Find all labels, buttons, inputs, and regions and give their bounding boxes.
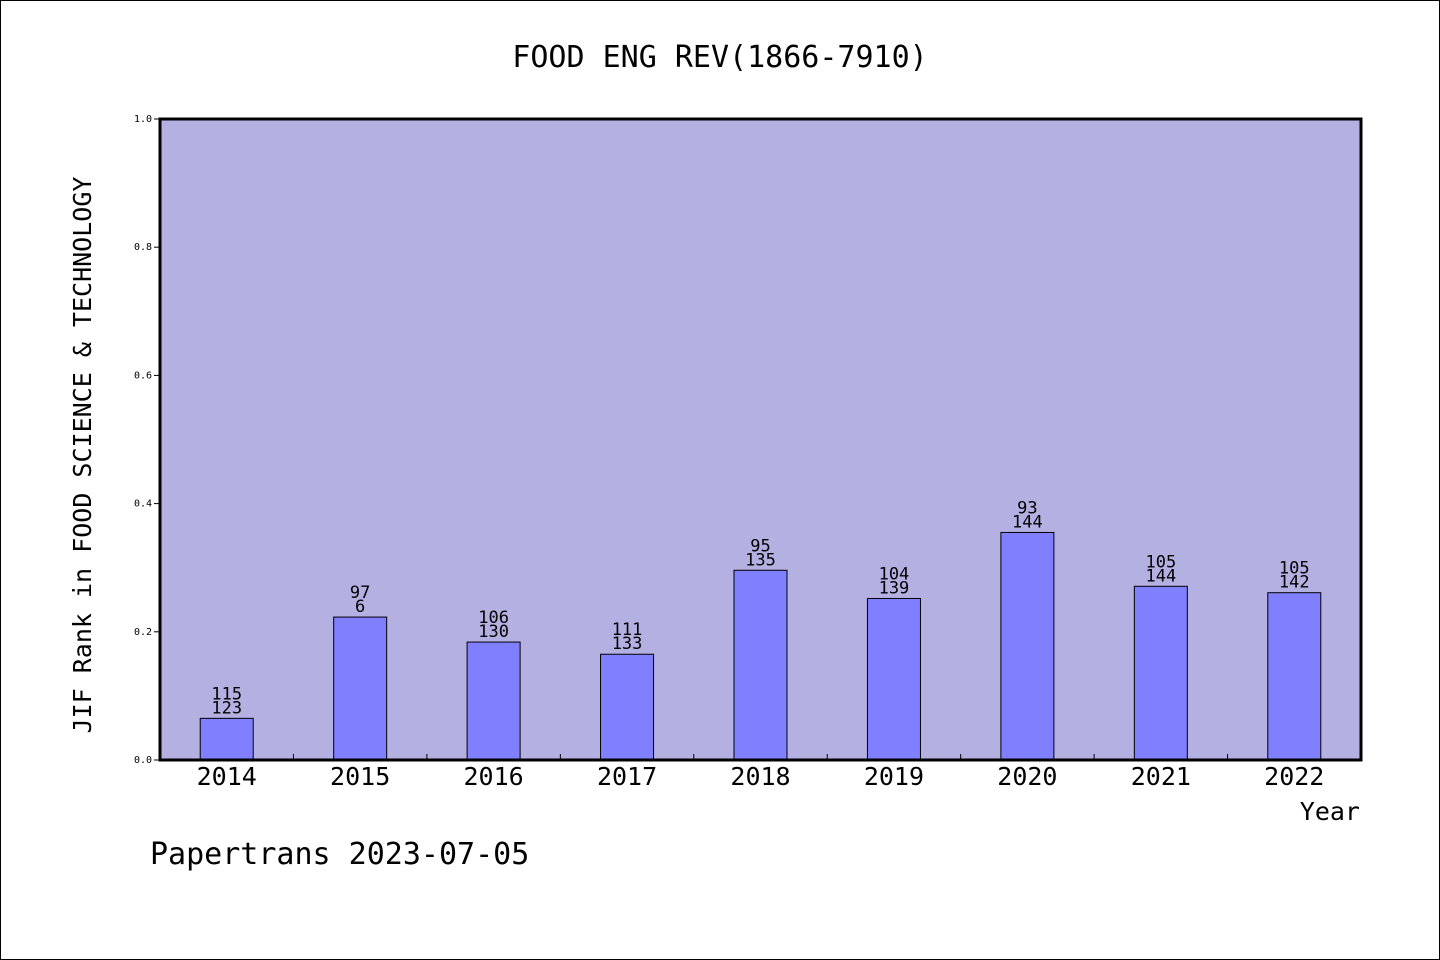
rank-label: 95 (750, 536, 770, 556)
x-tick-label: 2022 (1264, 762, 1324, 791)
total-label: 130 (478, 622, 509, 642)
total-label: 135 (745, 550, 776, 570)
rank-label: 105 (1145, 552, 1176, 572)
y-axis: 0.0 0.2 0.4 0.6 0.8 1.0 (134, 114, 160, 766)
rank-label: 93 (1017, 498, 1037, 518)
total-label: 144 (1145, 566, 1176, 586)
bar-2016 (466, 641, 521, 761)
x-axis: 2014 2015 2016 2017 2018 2019 2020 2021 2022 (197, 754, 1324, 791)
x-tick-label: 2020 (997, 762, 1057, 791)
rank-label: 105 (1279, 559, 1310, 579)
total-label: 6 (355, 597, 365, 617)
x-tick-label: 2017 (597, 762, 657, 791)
total-label: 144 (1012, 512, 1043, 532)
chart-title: FOOD ENG REV(1866-7910) (512, 40, 927, 75)
rank-label: 111 (612, 620, 643, 640)
x-axis-label: Year (1300, 797, 1360, 826)
rank-label: 115 (211, 684, 242, 704)
bar-2020 (1000, 531, 1055, 761)
y-tick-label: 0.8 (134, 242, 152, 253)
x-tick-label: 2016 (464, 762, 524, 791)
bar-2014 (199, 717, 254, 761)
total-label: 133 (612, 634, 643, 654)
rank-label: 97 (350, 583, 370, 603)
y-tick-label: 0.6 (134, 370, 152, 381)
watermark-text: Papertrans 2023-07-05 (150, 837, 529, 872)
x-tick-label: 2018 (730, 762, 790, 791)
total-label: 123 (211, 698, 242, 718)
x-tick-label: 2019 (864, 762, 924, 791)
bar-2018 (733, 569, 788, 761)
rank-label: 106 (478, 608, 509, 628)
total-label: 142 (1279, 573, 1310, 593)
y-tick-label: 1.0 (134, 114, 152, 125)
y-axis-label: JIF Rank in FOOD SCIENCE & TECHNOLOGY (68, 177, 97, 734)
bar-group (199, 531, 1322, 761)
y-tick-label: 0.0 (134, 755, 152, 766)
bar-2019 (866, 597, 921, 761)
y-tick-label: 0.2 (134, 627, 152, 638)
bar-2022 (1267, 592, 1322, 761)
total-label: 139 (879, 578, 910, 598)
bar-2015 (333, 616, 388, 761)
bar-2017 (600, 653, 655, 761)
y-tick-label: 0.4 (134, 499, 152, 510)
plot-border (158, 117, 1363, 762)
x-tick-label: 2014 (197, 762, 257, 791)
rank-label: 104 (879, 564, 910, 584)
x-tick-label: 2021 (1131, 762, 1191, 791)
bar-2021 (1133, 585, 1188, 761)
x-tick-label: 2015 (330, 762, 390, 791)
